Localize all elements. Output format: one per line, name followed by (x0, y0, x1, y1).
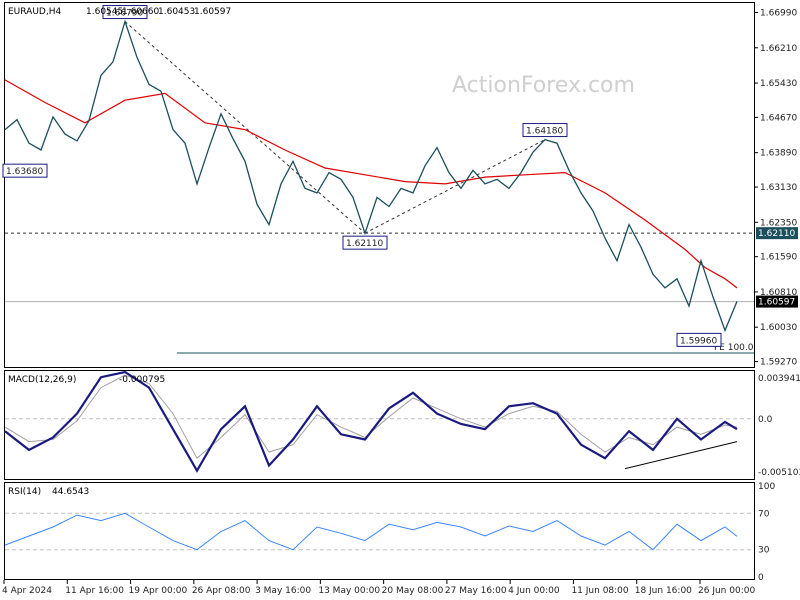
x-tick-label: 4 Apr 2024 (2, 586, 52, 596)
current-price-badge-label: 1.60597 (758, 298, 795, 308)
macd-layer (5, 372, 754, 471)
price-annotation-2: 1.64180 (526, 127, 563, 137)
header-close: 1.60597 (194, 7, 231, 17)
rsi-line (5, 513, 737, 549)
support-level-badge-label: 1.62110 (758, 229, 795, 239)
moving-average-line (5, 80, 737, 288)
price-y-tick-label: 1.66210 (760, 44, 797, 54)
x-tick-label: 3 May 16:00 (255, 586, 311, 596)
x-tick-label: 11 Jun 08:00 (571, 586, 628, 596)
macd-line (5, 372, 737, 471)
axis-layer: 1.66990 1.66210 1.65430 1.64670 1.63890 1.631… (2, 8, 800, 596)
rsi-value: 44.6543 (52, 487, 89, 497)
rsi-y-tick-label: 0 (758, 573, 764, 583)
price-y-tick-label: 1.63130 (760, 183, 797, 193)
chart-symbol: EURAUD,H4 (8, 7, 61, 17)
header-high: 1.60660 (122, 7, 159, 17)
price-y-tick-label: 1.65430 (760, 79, 797, 89)
macd-signal-value: -0.000795 (119, 375, 165, 385)
trend-line-1 (365, 140, 545, 234)
watermark: ActionForex.com (452, 73, 635, 98)
price-y-tick-label: 1.62350 (760, 218, 797, 228)
x-tick-label: 26 Jun 00:00 (698, 586, 755, 596)
price-y-tick-label: 1.63890 (760, 149, 797, 159)
header-open: 1.60545 (86, 7, 123, 17)
rsi-y-tick-label: 70 (758, 509, 770, 519)
price-y-tick-label: 1.64670 (760, 113, 797, 123)
x-tick-label: 20 May 08:00 (382, 586, 444, 596)
macd-signal-line (5, 375, 737, 458)
price-annotation-3: 1.59960 (680, 336, 717, 346)
macd-y-tick-label: 0.003941 (758, 374, 800, 384)
header-low: 1.60453 (158, 7, 195, 17)
price-y-tick-label: 1.61590 (760, 253, 797, 263)
macd-y-tick-label: -0.005103 (758, 468, 800, 478)
rsi-y-tick-label: 100 (758, 482, 775, 492)
macd-title: MACD(12,26,9) (8, 375, 76, 385)
x-tick-label: 4 Jun 00:00 (508, 586, 560, 596)
price-panel-frame (5, 3, 755, 368)
x-tick-label: 18 Jun 16:00 (635, 586, 692, 596)
rsi-layer (5, 513, 754, 549)
x-tick-label: 19 Apr 00:00 (129, 586, 188, 596)
x-tick-label: 13 May 00:00 (318, 586, 380, 596)
price-annotation-1: 1.62110 (346, 239, 383, 249)
price-annotation-4: 1.63680 (6, 167, 43, 177)
price-layer: FE 100.01.667901.621101.641801.599601.63… (3, 6, 754, 353)
price-y-tick-label: 1.66990 (760, 8, 797, 18)
price-y-tick-label: 1.60030 (760, 323, 797, 333)
macd-y-tick-label: 0.0 (758, 415, 773, 425)
rsi-title: RSI(14) (8, 487, 41, 497)
x-tick-label: 11 Apr 16:00 (65, 586, 124, 596)
macd-trend-line-0 (625, 442, 737, 469)
rsi-y-tick-label: 30 (758, 546, 770, 556)
x-tick-label: 27 May 16:00 (445, 586, 507, 596)
trend-line-0 (125, 22, 365, 234)
x-tick-label: 26 Apr 08:00 (192, 586, 251, 596)
price-y-tick-label: 1.59270 (760, 358, 797, 368)
